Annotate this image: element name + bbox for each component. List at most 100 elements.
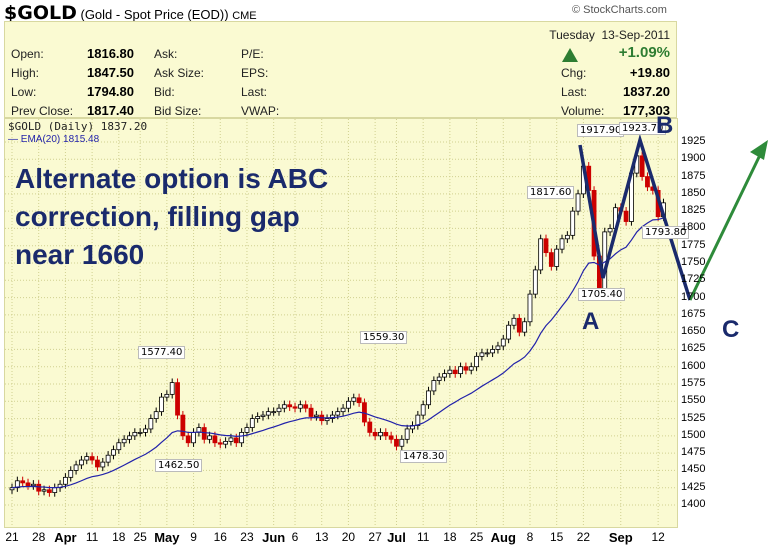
candle-body	[346, 400, 351, 409]
candle-body	[116, 442, 122, 451]
y-tick-label: 1775	[681, 238, 706, 251]
prev-close-value: 1817.40	[87, 103, 134, 118]
candle-body	[607, 228, 613, 233]
candle-body	[127, 435, 132, 440]
candle-body	[63, 476, 68, 485]
candle-body	[506, 324, 512, 340]
candle-body	[159, 396, 164, 413]
candle-body	[281, 404, 287, 409]
candle-body	[543, 238, 549, 254]
candle-body	[233, 437, 239, 444]
x-tick-label: 8	[526, 530, 534, 544]
candle-body	[351, 397, 357, 402]
price-label: 1817.60	[527, 186, 575, 199]
candle-body	[468, 366, 474, 371]
y-tick-label: 1400	[681, 498, 706, 510]
high-value: 1847.50	[87, 65, 134, 80]
price-label: 1577.40	[138, 346, 186, 359]
candle-body	[36, 483, 42, 492]
candle-body	[239, 431, 245, 444]
candle-body	[340, 407, 346, 413]
candle-body	[148, 418, 154, 430]
y-tick-label: 1625	[681, 342, 706, 355]
x-tick-label: 18	[112, 530, 126, 544]
candle-body	[500, 338, 506, 347]
candle-body	[447, 369, 453, 375]
candle-body	[297, 404, 303, 409]
x-tick-label: Aug	[490, 530, 516, 545]
y-tick-label: 1875	[681, 169, 706, 182]
x-tick-label: 6	[291, 530, 299, 544]
x-tick-label: May	[154, 530, 180, 545]
candle-body	[46, 489, 52, 493]
candle-body	[383, 431, 389, 437]
candle-body	[490, 349, 496, 354]
price-label: 1462.50	[155, 459, 203, 472]
candle-body	[378, 431, 383, 437]
candle-body	[532, 269, 538, 295]
y-tick-label: 1575	[681, 377, 706, 389]
symbol-name: (Gold - Spot Price (EOD))	[80, 7, 229, 22]
low-label: Low:	[11, 85, 37, 99]
x-tick-label: 21	[5, 530, 19, 544]
candle-body	[169, 382, 175, 395]
candle-body	[313, 414, 319, 417]
y-tick-label: 1925	[681, 135, 706, 147]
x-tick-label: Jul	[387, 530, 406, 545]
candle-body	[212, 435, 218, 444]
candle-body	[73, 464, 79, 471]
candle-body	[324, 418, 330, 422]
bid-size-label: Bid Size:	[154, 104, 202, 118]
candle-body	[228, 437, 234, 442]
candle-body	[89, 456, 95, 461]
candle-body	[121, 438, 127, 444]
up-arrow-icon	[562, 48, 578, 62]
candle-body	[52, 487, 58, 493]
open-value: 1816.80	[87, 46, 134, 61]
x-tick-label: Sep	[608, 530, 633, 545]
credit[interactable]: © StockCharts.com	[572, 4, 667, 16]
x-tick-label: 18	[443, 530, 457, 544]
y-tick-label: 1425	[681, 480, 706, 493]
candle-body	[265, 411, 271, 416]
candle-body	[463, 366, 469, 371]
candle-body	[548, 252, 554, 267]
candle-body	[175, 382, 180, 416]
volume-label: Volume:	[561, 104, 605, 118]
y-tick-label: 1725	[681, 273, 706, 286]
price-label: 1793.80	[642, 226, 690, 239]
prev-close-label: Prev Close:	[11, 104, 74, 118]
candle-body	[645, 176, 650, 188]
price-legend: $GOLD (Daily) 1837.20	[8, 120, 148, 133]
ask-label: Ask:	[154, 47, 178, 61]
candle-body	[201, 427, 207, 440]
candle-body	[431, 380, 437, 392]
candle-body	[68, 470, 74, 478]
candle-body	[84, 456, 90, 461]
y-tick-label: 1450	[681, 463, 706, 476]
last-label-2: Last:	[241, 85, 268, 99]
candle-body	[41, 489, 47, 492]
price-label: 1559.30	[360, 331, 408, 344]
candle-body	[100, 461, 106, 468]
eps-label: EPS:	[241, 66, 269, 80]
quote-panel: Open: 1816.80 High: 1847.50 Low: 1794.80…	[4, 21, 677, 118]
y-tick-label: 1500	[681, 428, 706, 441]
candle-body	[217, 442, 223, 445]
x-tick-label: 20	[341, 530, 356, 544]
candle-body	[639, 155, 645, 177]
price-label: 1923.70	[619, 122, 667, 135]
candle-body	[458, 366, 463, 375]
vwap-label: VWAP:	[241, 104, 280, 118]
candle-body	[287, 404, 293, 408]
x-tick-label: 25	[469, 530, 484, 544]
candle-body	[79, 459, 84, 466]
exchange: CME	[232, 10, 257, 22]
candle-body	[495, 345, 501, 350]
candle-body	[554, 248, 560, 267]
candle-body	[559, 238, 565, 250]
candle-body	[244, 427, 250, 433]
annotation-line-1: Alternate option is ABC	[15, 163, 329, 194]
candle-body	[308, 407, 314, 417]
